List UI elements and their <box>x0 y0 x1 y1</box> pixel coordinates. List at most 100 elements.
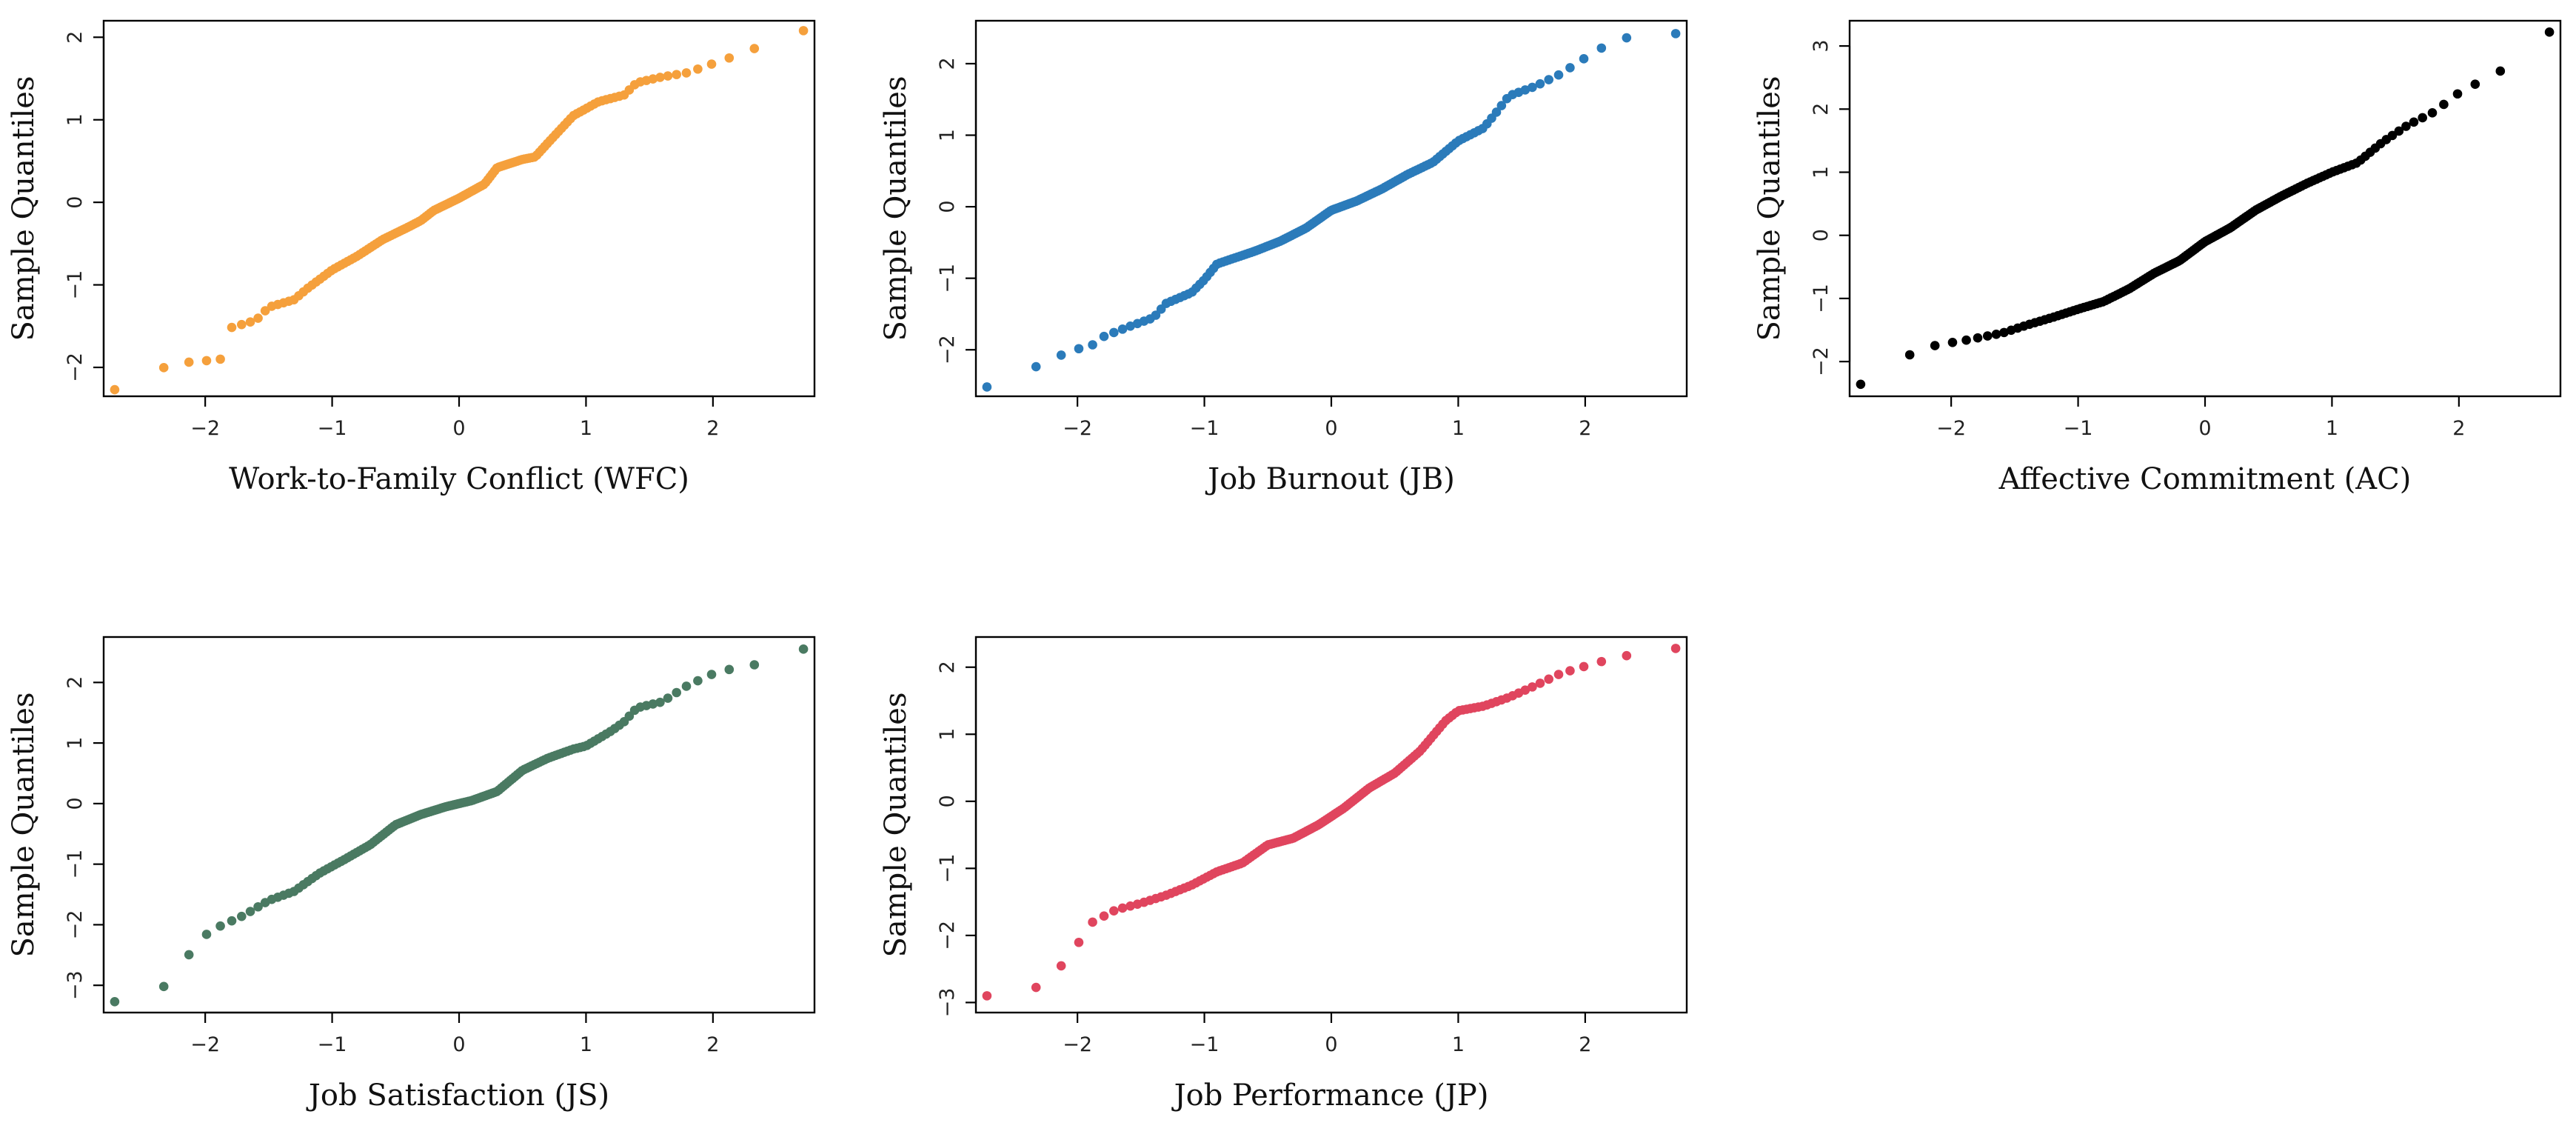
qq-point <box>663 693 673 703</box>
y-tick-label: −1 <box>1810 284 1833 313</box>
qq-point <box>2495 66 2506 76</box>
x-tick-label: −1 <box>1190 417 1220 440</box>
qq-point <box>245 907 255 916</box>
y-tick-label: −2 <box>936 921 959 950</box>
qq-point <box>1904 350 1915 360</box>
qq-point <box>1622 650 1632 661</box>
qq-point <box>1117 324 1128 334</box>
x-tick-label: 0 <box>452 417 465 440</box>
x-axis-title: Job Burnout (JB) <box>1205 462 1455 496</box>
plot-frame <box>102 636 816 1014</box>
y-tick-label: −1 <box>64 850 87 879</box>
qq-point <box>1579 661 1589 672</box>
x-tick-label: −1 <box>318 417 347 440</box>
qq-point <box>253 901 263 912</box>
x-tick-label: −1 <box>318 1033 347 1056</box>
qq-point <box>1961 335 1971 345</box>
qq-panel-wfc: −2 −1 0 1 2 −2 −1 0 1 2 Work-to-Family Conflict (W… <box>7 19 816 496</box>
qq-point <box>1973 333 1983 343</box>
qq-point <box>655 697 665 707</box>
qq-point <box>215 354 225 364</box>
qq-point <box>672 687 681 698</box>
qq-point <box>1553 670 1564 679</box>
qq-point <box>1125 901 1135 911</box>
qq-point <box>706 59 717 69</box>
qq-point <box>672 70 681 79</box>
qq-point <box>1109 327 1119 338</box>
y-tick-label: 1 <box>64 737 87 750</box>
qq-point <box>1596 656 1607 667</box>
qq-point <box>1520 685 1530 695</box>
qq-point <box>1099 911 1109 921</box>
qq-point <box>724 664 735 675</box>
plot-frame <box>974 636 1688 1014</box>
qq-point <box>1856 379 1866 390</box>
y-tick-label: 0 <box>64 196 87 209</box>
qq-point <box>110 996 120 1007</box>
qq-point <box>1596 43 1607 53</box>
qq-point <box>2394 126 2404 136</box>
qq-panel-ac: −2 −1 0 1 2 −2 −1 0 1 2 3 Affective Commitment (AC)… <box>1753 19 2562 496</box>
qq-points <box>110 26 809 395</box>
qq-point <box>749 44 760 53</box>
qq-points <box>110 644 809 1007</box>
qq-point <box>2427 108 2438 118</box>
qq-point <box>1099 331 1109 341</box>
qq-point <box>798 644 809 654</box>
y-tick-label: 2 <box>1810 103 1833 116</box>
x-tick-label: −2 <box>1063 417 1092 440</box>
qq-point <box>1565 63 1575 73</box>
y-tick-label: 0 <box>64 797 87 810</box>
y-axis-title: Sample Quantiles <box>879 693 913 958</box>
qq-point <box>1670 29 1681 39</box>
qq-point <box>201 356 212 366</box>
x-tick-label: 0 <box>452 1033 465 1056</box>
y-tick-label: 1 <box>936 129 959 141</box>
y-tick-label: −1 <box>936 853 959 883</box>
y-axis-title: Sample Quantiles <box>7 693 41 958</box>
x-tick-label: 2 <box>706 417 719 440</box>
qq-point <box>110 384 120 395</box>
qq-point <box>1947 337 1958 347</box>
qq-point <box>215 921 225 931</box>
qq-point <box>1056 350 1066 360</box>
qq-point <box>706 670 717 679</box>
qq-panel-js: −2 −1 0 1 2 −3 −2 −1 0 1 2 Job Satisfaction (JS) Sam… <box>7 636 816 1113</box>
x-tick-label: −2 <box>1936 417 1966 440</box>
qq-point <box>798 26 809 36</box>
qq-point <box>681 681 692 691</box>
qq-point <box>184 950 194 960</box>
qq-point <box>237 319 247 330</box>
y-tick-label: −2 <box>64 910 87 940</box>
qq-point <box>1535 79 1545 89</box>
qq-point <box>227 916 237 926</box>
qq-point <box>724 53 735 63</box>
y-tick-label: −2 <box>64 353 87 382</box>
qq-point <box>2418 113 2427 123</box>
y-tick-label: −3 <box>936 988 959 1018</box>
qq-point <box>1544 75 1553 84</box>
qq-point <box>1930 341 1940 350</box>
qq-point <box>1528 82 1537 93</box>
qq-point <box>1553 70 1564 80</box>
qq-point <box>158 981 169 992</box>
qq-point <box>1117 903 1128 913</box>
y-tick-label: −2 <box>1810 347 1833 376</box>
qq-point <box>227 322 237 333</box>
x-tick-label: −2 <box>190 1033 220 1056</box>
qq-point <box>237 911 247 921</box>
x-tick-label: 1 <box>580 417 592 440</box>
x-axis-title: Job Satisfaction (JS) <box>306 1078 609 1113</box>
y-tick-label: −3 <box>64 970 87 1000</box>
qq-point <box>624 711 635 721</box>
qq-point <box>693 64 703 74</box>
x-tick-label: 2 <box>706 1033 719 1056</box>
x-tick-label: 1 <box>580 1033 592 1056</box>
x-tick-label: 0 <box>1325 1033 1337 1056</box>
x-tick-label: −2 <box>1063 1033 1092 1056</box>
qq-point <box>158 363 169 373</box>
qq-point <box>1074 937 1084 947</box>
qq-point <box>2470 79 2480 89</box>
y-tick-label: 0 <box>936 200 959 213</box>
